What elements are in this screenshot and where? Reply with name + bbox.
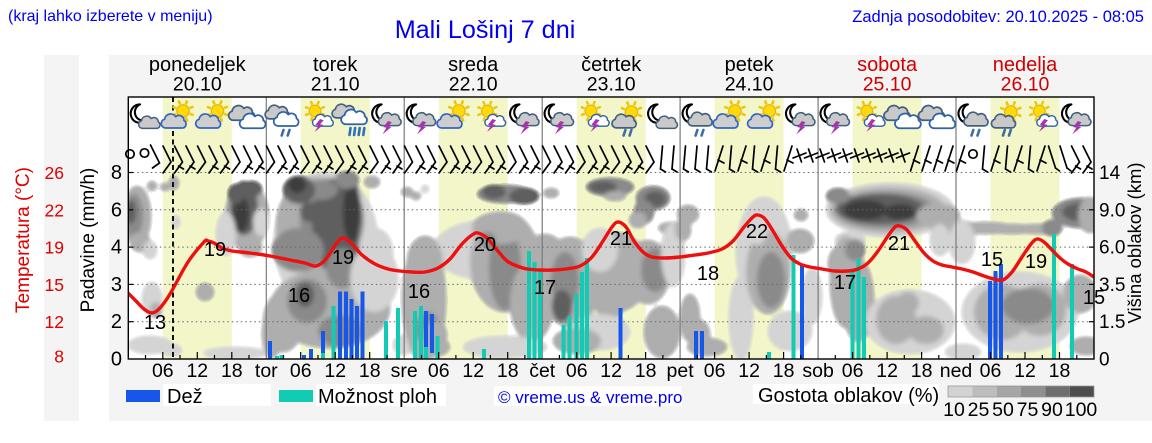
svg-text:26: 26 xyxy=(45,163,64,183)
svg-text:6.0: 6.0 xyxy=(1099,238,1125,259)
svg-text:06: 06 xyxy=(704,360,726,382)
svg-text:17: 17 xyxy=(834,272,856,294)
svg-text:20: 20 xyxy=(474,234,496,256)
svg-text:12: 12 xyxy=(462,360,484,382)
svg-text:12: 12 xyxy=(876,360,898,382)
svg-text:17: 17 xyxy=(534,277,556,299)
svg-text:19: 19 xyxy=(45,238,64,258)
svg-text:21: 21 xyxy=(888,233,910,255)
svg-text:2: 2 xyxy=(111,311,122,333)
svg-text:Dež: Dež xyxy=(167,386,203,408)
svg-text:8: 8 xyxy=(54,347,64,367)
svg-text:18: 18 xyxy=(359,360,381,382)
svg-text:12: 12 xyxy=(1014,360,1036,382)
svg-text:12: 12 xyxy=(186,360,208,382)
svg-text:18: 18 xyxy=(635,360,657,382)
svg-text:13: 13 xyxy=(144,312,166,334)
svg-text:15: 15 xyxy=(981,249,1003,271)
svg-text:14: 14 xyxy=(1099,163,1121,184)
svg-text:26.10: 26.10 xyxy=(1001,74,1050,96)
svg-text:06: 06 xyxy=(152,360,174,382)
svg-text:3: 3 xyxy=(111,274,122,296)
svg-text:Padavine (mm/h): Padavine (mm/h) xyxy=(78,168,99,313)
svg-text:nedelja: nedelja xyxy=(993,54,1058,76)
svg-text:9.0: 9.0 xyxy=(1099,200,1125,221)
svg-text:10: 10 xyxy=(943,399,965,421)
svg-text:25: 25 xyxy=(968,399,990,421)
svg-text:18: 18 xyxy=(221,360,243,382)
svg-text:21.10: 21.10 xyxy=(311,74,360,96)
svg-text:15: 15 xyxy=(45,275,64,295)
svg-text:četrtek: četrtek xyxy=(581,54,642,76)
svg-text:Gostota oblakov (%): Gostota oblakov (%) xyxy=(758,385,939,407)
svg-text:19: 19 xyxy=(332,247,354,269)
svg-text:sobota: sobota xyxy=(857,54,918,76)
svg-text:pet: pet xyxy=(667,360,695,382)
svg-text:06: 06 xyxy=(290,360,312,382)
svg-text:12: 12 xyxy=(45,312,64,332)
svg-text:ned: ned xyxy=(940,360,973,382)
svg-text:sreda: sreda xyxy=(448,54,499,76)
svg-text:torek: torek xyxy=(313,54,358,76)
svg-text:22: 22 xyxy=(45,200,64,220)
svg-text:100: 100 xyxy=(1065,399,1098,421)
svg-text:3.5: 3.5 xyxy=(1099,275,1125,296)
svg-text:06: 06 xyxy=(566,360,588,382)
svg-text:Višina oblakov (km): Višina oblakov (km) xyxy=(1124,162,1145,323)
svg-text:12: 12 xyxy=(600,360,622,382)
svg-text:22.10: 22.10 xyxy=(449,74,498,96)
svg-text:90: 90 xyxy=(1041,399,1063,421)
svg-text:1.5: 1.5 xyxy=(1099,312,1125,333)
svg-text:Mali Lošinj 7 dni: Mali Lošinj 7 dni xyxy=(395,16,576,44)
svg-text:24.10: 24.10 xyxy=(725,74,774,96)
svg-text:ponedeljek: ponedeljek xyxy=(149,54,247,76)
svg-text:25.10: 25.10 xyxy=(863,74,912,96)
svg-text:12: 12 xyxy=(324,360,346,382)
svg-text:18: 18 xyxy=(1049,360,1071,382)
svg-text:6: 6 xyxy=(111,199,122,221)
svg-text:18: 18 xyxy=(697,263,719,285)
svg-text:sob: sob xyxy=(802,360,834,382)
svg-text:petek: petek xyxy=(725,54,775,76)
svg-text:0: 0 xyxy=(1099,350,1110,371)
svg-text:19: 19 xyxy=(1025,251,1047,273)
svg-text:50: 50 xyxy=(992,399,1014,421)
svg-text:06: 06 xyxy=(428,360,450,382)
svg-text:18: 18 xyxy=(497,360,519,382)
svg-text:čet: čet xyxy=(529,360,556,382)
svg-text:0: 0 xyxy=(111,349,122,371)
svg-text:18: 18 xyxy=(773,360,795,382)
svg-text:21: 21 xyxy=(610,228,632,250)
svg-text:18: 18 xyxy=(911,360,933,382)
svg-text:20.10: 20.10 xyxy=(173,74,222,96)
svg-text:23.10: 23.10 xyxy=(587,74,636,96)
svg-text:12: 12 xyxy=(738,360,760,382)
svg-text:© vreme.us & vreme.pro: © vreme.us & vreme.pro xyxy=(498,388,682,407)
svg-text:Zadnja posodobitev: 20.10.2025: Zadnja posodobitev: 20.10.2025 - 08:05 xyxy=(852,8,1144,26)
svg-text:75: 75 xyxy=(1017,399,1039,421)
svg-text:06: 06 xyxy=(980,360,1002,382)
svg-text:22: 22 xyxy=(746,221,768,243)
svg-text:19: 19 xyxy=(204,239,226,261)
svg-text:Temperatura (°C): Temperatura (°C) xyxy=(13,167,34,313)
svg-text:sre: sre xyxy=(391,360,418,382)
svg-text:16: 16 xyxy=(288,285,310,307)
svg-text:4: 4 xyxy=(111,237,122,259)
svg-text:06: 06 xyxy=(842,360,864,382)
svg-text:Možnost ploh: Možnost ploh xyxy=(318,386,437,408)
svg-text:8: 8 xyxy=(111,162,122,184)
svg-text:(kraj lahko izberete v meniju): (kraj lahko izberete v meniju) xyxy=(8,8,213,25)
svg-text:tor: tor xyxy=(255,360,278,382)
svg-text:16: 16 xyxy=(408,281,430,303)
